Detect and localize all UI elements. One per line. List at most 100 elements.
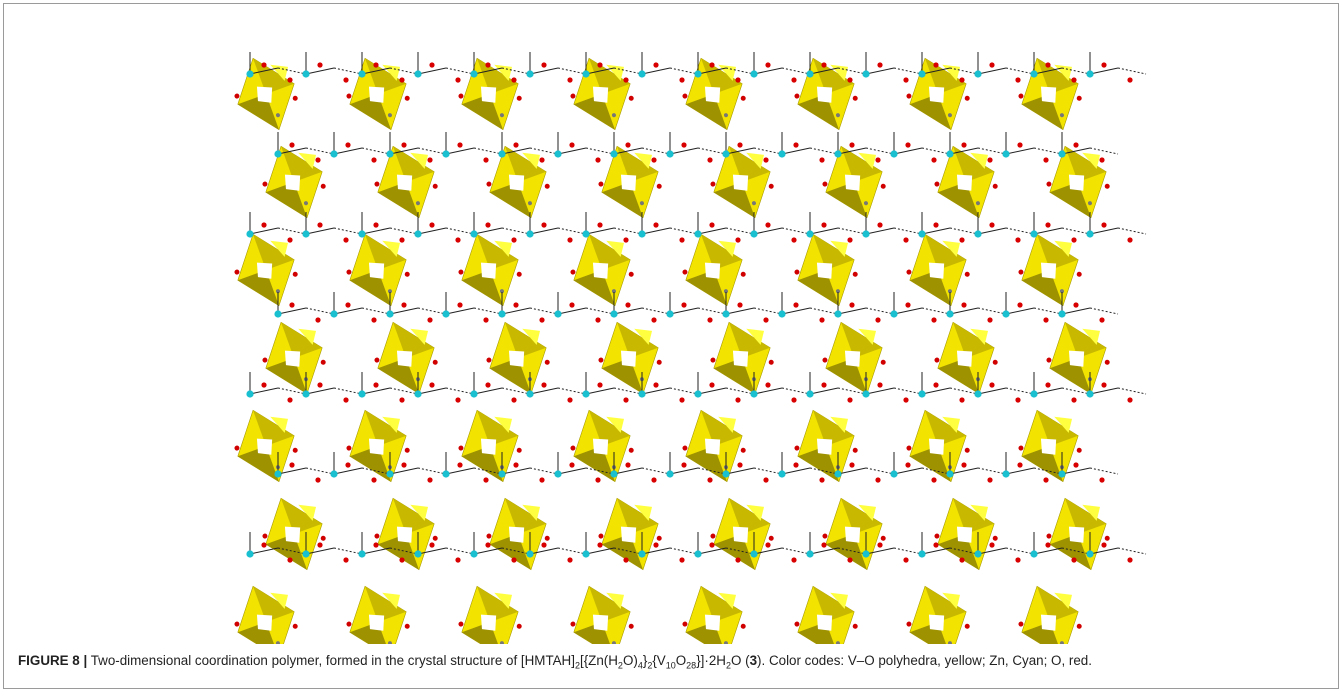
zinc [386, 470, 393, 477]
bond [894, 388, 922, 394]
oxygen [875, 477, 880, 482]
oxygen [1043, 317, 1048, 322]
oxygen [880, 535, 886, 541]
oxygen [989, 222, 994, 227]
oxygen [315, 157, 320, 162]
zinc [302, 70, 309, 77]
oxygen [987, 477, 992, 482]
oxygen [287, 397, 292, 402]
oxygen [429, 62, 434, 67]
oxygen [374, 533, 380, 539]
zinc [246, 70, 253, 77]
bond [306, 148, 334, 154]
oxygen [1101, 62, 1106, 67]
bond [558, 308, 586, 314]
oxygen [1101, 542, 1106, 547]
bond [642, 388, 670, 394]
zinc [1030, 230, 1037, 237]
oxygen [931, 317, 936, 322]
polyhedra-cluster [896, 48, 979, 140]
polyhedra-cluster [224, 400, 307, 492]
oxygen [458, 93, 464, 99]
zinc [246, 390, 253, 397]
bond [754, 148, 782, 154]
oxygen [292, 447, 298, 453]
oxygen [964, 271, 970, 277]
polyhedra-cluster [700, 136, 783, 228]
oxygen [595, 157, 600, 162]
polyhedra-cluster [448, 48, 531, 140]
bond [978, 228, 1006, 234]
oxygen [735, 557, 740, 562]
oxygen [959, 397, 964, 402]
zinc [750, 550, 757, 557]
bond [1062, 308, 1090, 314]
bond [838, 308, 866, 314]
oxygen [1073, 302, 1078, 307]
oxygen [964, 95, 970, 101]
bond [474, 228, 502, 234]
oxygen [570, 269, 576, 275]
oxygen [486, 357, 492, 363]
oxygen [765, 382, 770, 387]
oxygen [791, 557, 796, 562]
oxygen [653, 62, 658, 67]
oxygen [959, 237, 964, 242]
oxygen [682, 621, 688, 627]
oxygen [679, 397, 684, 402]
oxygen [905, 142, 910, 147]
oxygen [511, 397, 516, 402]
polyhedra-cluster [476, 136, 559, 228]
polyhedra-cluster [560, 576, 643, 644]
oxygen [570, 621, 576, 627]
polyhedra-cluster [1036, 136, 1119, 228]
zinc [778, 470, 785, 477]
oxygen [569, 142, 574, 147]
polyhedra-cluster [560, 400, 643, 492]
oxygen [457, 302, 462, 307]
zinc [974, 550, 981, 557]
bond [1006, 148, 1034, 154]
oxygen [404, 623, 410, 629]
oxygen [404, 271, 410, 277]
polyhedra-cluster [560, 224, 643, 316]
oxygen [877, 222, 882, 227]
oxygen [1071, 237, 1076, 242]
bond [446, 548, 474, 554]
zinc [862, 390, 869, 397]
polyhedra-cluster [448, 224, 531, 316]
oxygen [346, 93, 352, 99]
zinc [442, 310, 449, 317]
oxygen [740, 623, 746, 629]
oxygen [735, 397, 740, 402]
bond [558, 468, 586, 474]
polyhedra-cluster [476, 488, 559, 580]
bond [782, 148, 810, 154]
oxygen [261, 382, 266, 387]
oxygen [371, 477, 376, 482]
oxygen [791, 77, 796, 82]
bond [810, 148, 838, 154]
bond [334, 148, 362, 154]
zinc [862, 230, 869, 237]
bond [950, 228, 978, 234]
oxygen [877, 542, 882, 547]
bond [446, 308, 474, 314]
oxygen [1046, 357, 1052, 363]
oxygen [989, 382, 994, 387]
bond [1006, 468, 1034, 474]
bond [446, 68, 474, 74]
oxygen [1015, 557, 1020, 562]
oxygen [959, 77, 964, 82]
zinc [554, 150, 561, 157]
bond [250, 388, 278, 394]
bond [1034, 308, 1062, 314]
oxygen [429, 222, 434, 227]
oxygen [903, 557, 908, 562]
oxygen [1076, 271, 1082, 277]
polyhedra-cluster [336, 400, 419, 492]
oxygen [906, 621, 912, 627]
bond [642, 148, 670, 154]
oxygen [374, 181, 380, 187]
zinc [918, 390, 925, 397]
